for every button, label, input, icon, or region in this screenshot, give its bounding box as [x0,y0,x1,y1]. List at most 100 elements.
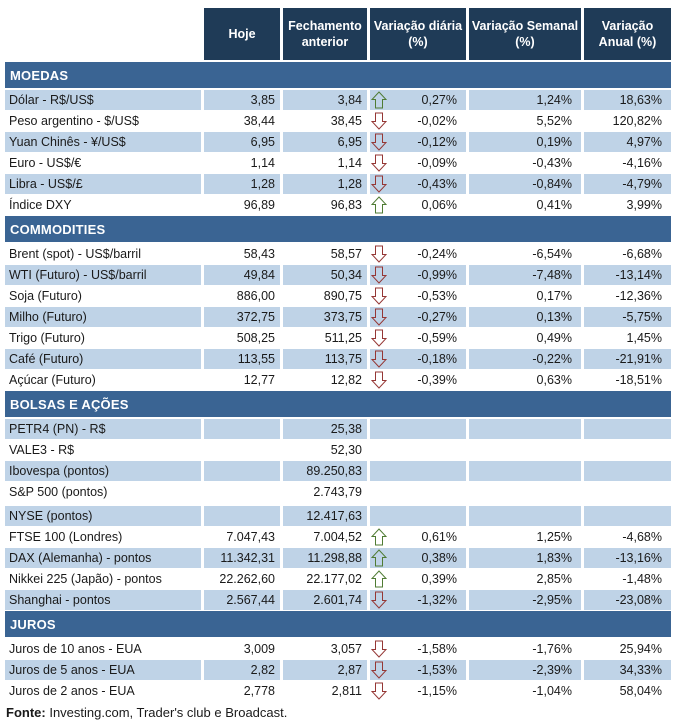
hoje-value: 1,28 [204,174,280,194]
row-label: Juros de 10 anos - EUA [9,642,142,656]
row-label: Dólar - R$/US$ [5,90,201,110]
variacao-diaria-value: -0,27% [417,310,457,324]
variacao-diaria-value: -0,02% [417,114,457,128]
hoje-value: 2,778 [243,684,275,698]
trend-arrow-empty [371,462,387,480]
table-row: VALE3 - R$ 52,30 [5,440,671,460]
market-table: Hoje Fechamento anterior Variação diária… [5,8,677,701]
fechamento-anterior-value: 11.298,88 [283,548,367,568]
variacao-semanal-value: 0,19% [469,132,581,152]
variacao-diaria-value: -1,15% [417,684,457,698]
hoje-value: 3,85 [204,90,280,110]
variacao-semanal-value: 0,17% [536,289,572,303]
variacao-semanal-value: 0,13% [469,307,581,327]
row-label: Shanghai - pontos [5,590,201,610]
variacao-diaria-cell [370,506,466,526]
trend-arrow-down-icon [371,154,387,172]
variacao-diaria-cell: -0,02% [370,111,466,131]
variacao-semanal-value: -0,43% [532,156,572,170]
hoje-value: 96,89 [243,198,275,212]
trend-arrow-empty [371,420,387,438]
variacao-diaria-cell: -0,24% [370,244,466,264]
hoje-value: 886,00 [236,289,275,303]
hoje-value [204,482,280,502]
variacao-diaria-cell: -0,12% [370,132,466,152]
header-empty-cell [5,8,201,60]
variacao-semanal-value: -1,04% [532,684,572,698]
row-label: PETR4 (PN) - R$ [5,419,201,439]
table-row: Euro - US$/€ 1,14 1,14 -0,09% -0,43% -4,16% [5,153,671,173]
table-row: Brent (spot) - US$/barril 58,43 58,57 -0,24… [5,244,671,264]
variacao-diaria-cell: -0,27% [370,307,466,327]
variacao-semanal-value [469,440,581,460]
table-row: S&P 500 (pontos) 2.743,79 [5,482,671,502]
row-label: Yuan Chinês - ¥/US$ [5,132,201,152]
table-header: Hoje Fechamento anterior Variação diária… [5,8,671,60]
variacao-semanal-value: 1,24% [469,90,581,110]
table-row: Milho (Futuro) 372,75 373,75 -0,27% 0,13% -5,… [5,307,671,327]
row-label: Euro - US$/€ [9,156,82,170]
variacao-anual-value: 18,63% [584,90,671,110]
variacao-anual-value: 3,99% [626,198,662,212]
variacao-diaria-cell [370,440,466,460]
variacao-anual-value [584,419,671,439]
table-row: Juros de 2 anos - EUA 2,778 2,811 -1,15% -1,… [5,681,671,701]
fechamento-anterior-value: 3,057 [330,642,362,656]
variacao-anual-value: -1,48% [622,572,662,586]
variacao-anual-value: -4,79% [584,174,671,194]
trend-arrow-down-icon [371,591,387,609]
table-row: PETR4 (PN) - R$ 25,38 [5,419,671,439]
trend-arrow-down-icon [371,350,387,368]
table-row: Dólar - R$/US$ 3,85 3,84 0,27% 1,24% 18,63% [5,90,671,110]
table-row: Ibovespa (pontos) 89.250,83 [5,461,671,481]
table-row: FTSE 100 (Londres) 7.047,43 7.004,52 0,61% 1… [5,527,671,547]
row-label: Trigo (Futuro) [9,331,85,345]
hoje-value: 58,43 [243,247,275,261]
hoje-value [204,506,280,526]
trend-arrow-down-icon [371,308,387,326]
trend-arrow-up-icon [371,196,387,214]
trend-arrow-down-icon [371,175,387,193]
trend-arrow-down-icon [371,112,387,130]
table-row: Yuan Chinês - ¥/US$ 6,95 6,95 -0,12% 0,19% 4,… [5,132,671,152]
variacao-semanal-value [469,482,581,502]
variacao-diaria-value: 0,27% [421,93,457,107]
trend-arrow-down-icon [371,245,387,263]
fechamento-anterior-value: 58,57 [330,247,362,261]
table-row: Peso argentino - $/US$ 38,44 38,45 -0,02% 5,… [5,111,671,131]
header-variacao-semanal: Variação Semanal (%) [469,8,581,60]
variacao-semanal-value: 1,25% [536,530,572,544]
hoje-value: 1,14 [250,156,275,170]
variacao-diaria-cell: -0,09% [370,153,466,173]
variacao-anual-value: -23,08% [584,590,671,610]
row-label: Índice DXY [9,198,72,212]
variacao-diaria-cell [370,461,466,481]
fechamento-anterior-value: 12,82 [330,373,362,387]
row-label: Juros de 5 anos - EUA [5,660,201,680]
variacao-diaria-value: -0,99% [417,268,457,282]
fechamento-anterior-value: 373,75 [283,307,367,327]
hoje-value: 2,82 [204,660,280,680]
trend-arrow-up-icon [371,91,387,109]
variacao-diaria-cell: -0,53% [370,286,466,306]
table-row: Açúcar (Futuro) 12,77 12,82 -0,39% 0,63% -18,… [5,370,671,390]
table-row: Juros de 10 anos - EUA 3,009 3,057 -1,58% -1… [5,639,671,659]
trend-arrow-empty [371,507,387,525]
trend-arrow-down-icon [371,661,387,679]
hoje-value: 6,95 [204,132,280,152]
hoje-value: 38,44 [243,114,275,128]
variacao-semanal-value: 2,85% [536,572,572,586]
row-label: Juros de 2 anos - EUA [9,684,135,698]
trend-arrow-down-icon [371,266,387,284]
hoje-value: 508,25 [236,331,275,345]
section-header-juros: JUROS [5,611,671,637]
hoje-value: 49,84 [204,265,280,285]
table-body: MOEDAS Dólar - R$/US$ 3,85 3,84 0,27% 1,24% 18… [5,62,677,701]
row-label: Milho (Futuro) [5,307,201,327]
section-header-bolsas-e-acoes: BOLSAS E AÇÕES [5,391,671,417]
fechamento-anterior-value: 3,84 [283,90,367,110]
variacao-semanal-value: -2,39% [469,660,581,680]
variacao-diaria-cell: -0,43% [370,174,466,194]
hoje-value: 113,55 [204,349,280,369]
